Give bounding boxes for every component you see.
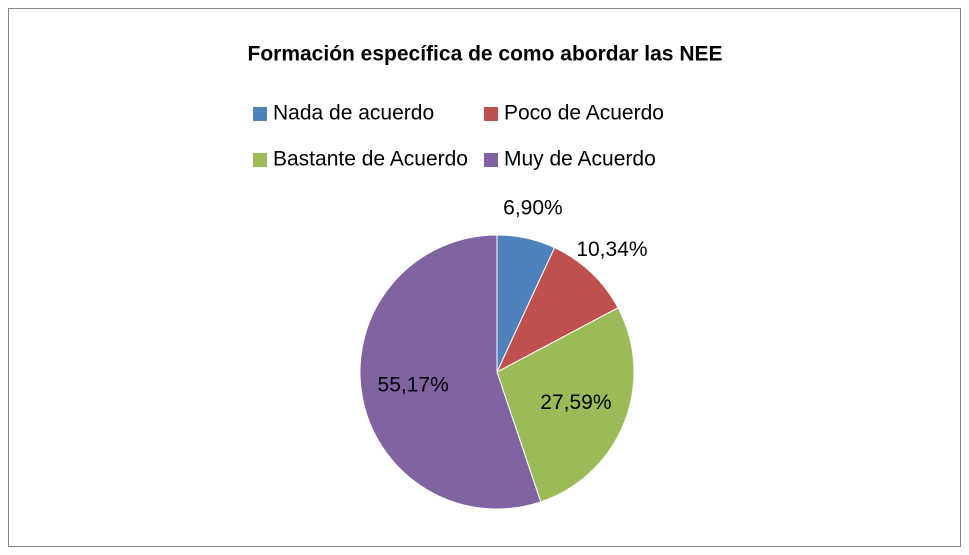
pie-slice — [496, 307, 635, 503]
legend-label: Bastante de Acuerdo — [273, 148, 468, 171]
data-label: 27,59% — [540, 391, 611, 414]
chart-title: Formación específica de como abordar las… — [248, 43, 723, 66]
legend-swatch — [253, 153, 267, 167]
legend-label: Nada de acuerdo — [273, 102, 434, 125]
data-label: 10,34% — [576, 238, 647, 261]
legend-label: Poco de Acuerdo — [504, 102, 664, 125]
legend-swatch — [484, 153, 498, 167]
data-label: 55,17% — [378, 373, 449, 396]
legend-swatch — [253, 107, 267, 121]
data-label: 6,90% — [503, 196, 563, 219]
pie-slice — [495, 247, 619, 374]
legend-swatch — [484, 107, 498, 121]
legend-label: Muy de Acuerdo — [504, 148, 656, 171]
pie-slice — [359, 234, 542, 510]
